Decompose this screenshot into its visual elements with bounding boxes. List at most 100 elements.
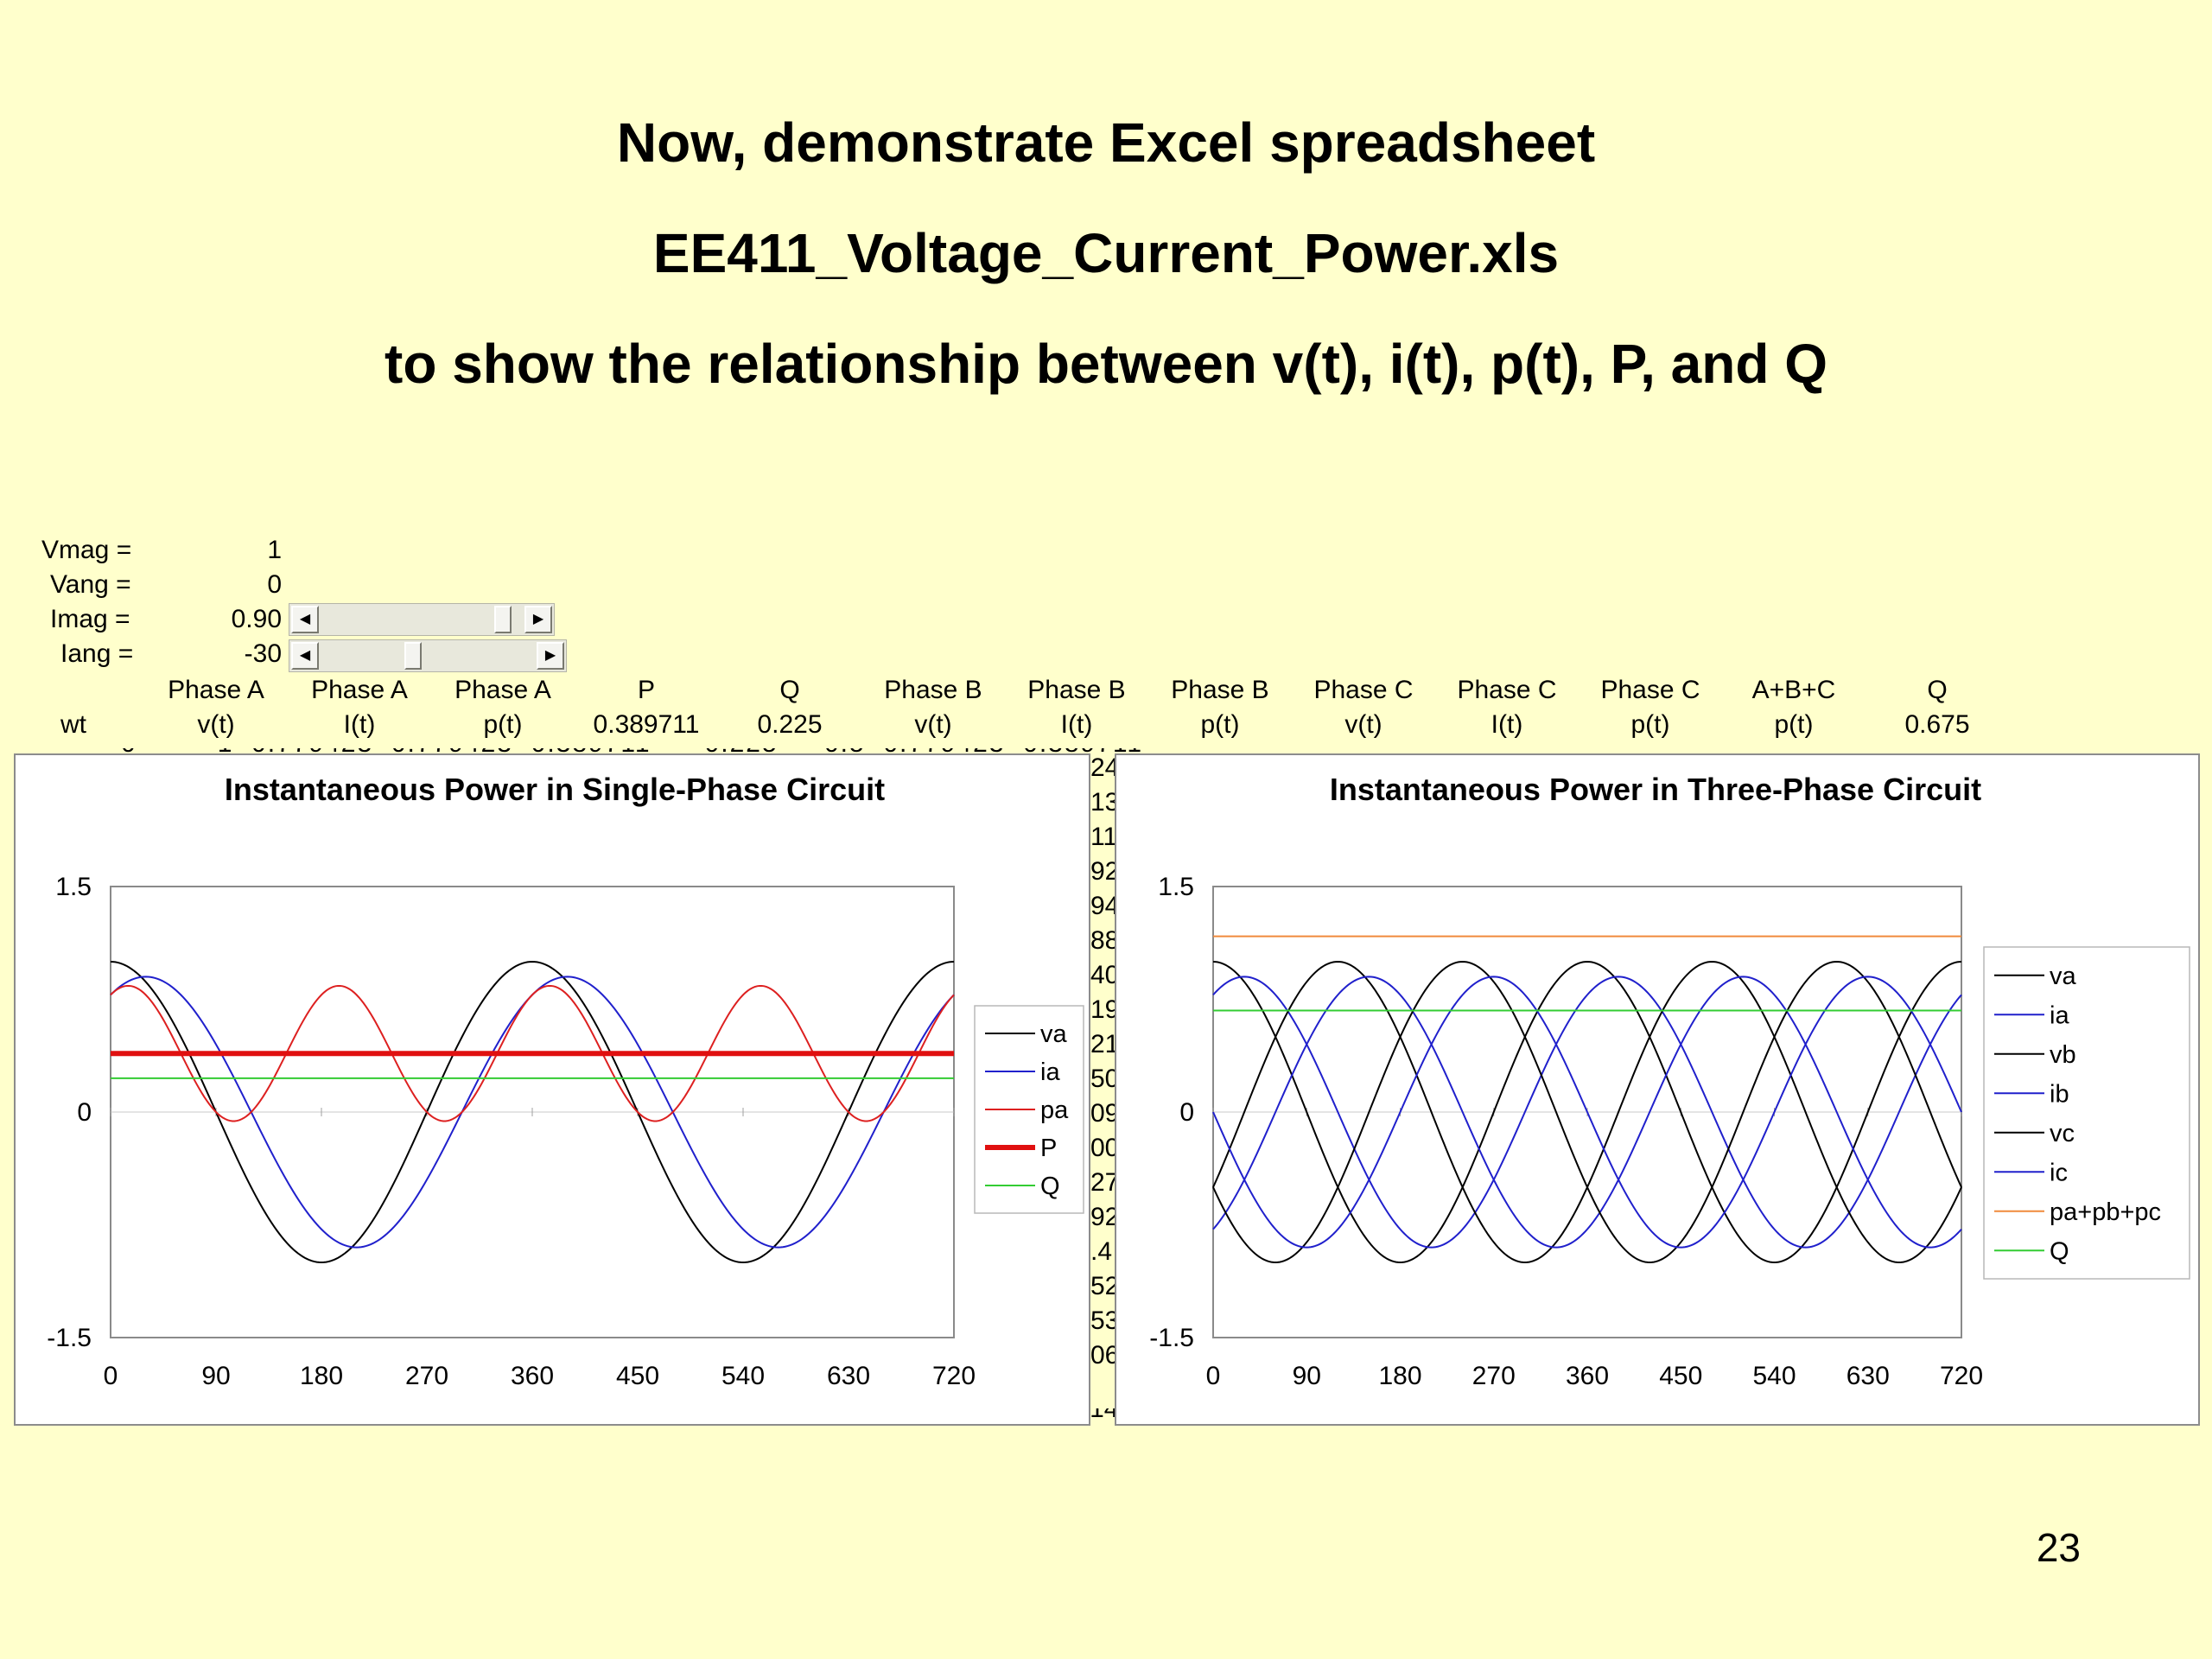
- slide-title-line-1: Now, demonstrate Excel spreadsheet: [616, 111, 1596, 174]
- table-header-cell: Phase B: [1171, 676, 1269, 704]
- chart-legend: [1983, 946, 2190, 1280]
- legend-entry: ia: [1040, 1058, 1060, 1086]
- x-tick-label: 720: [1940, 1362, 1983, 1390]
- cell-fragment: 13: [1090, 788, 1115, 817]
- table-header-cell: p(t): [483, 710, 523, 739]
- table-header-cell: v(t): [914, 710, 952, 739]
- x-tick-label: 270: [1472, 1362, 1516, 1390]
- table-header-cell: v(t): [1344, 710, 1382, 739]
- three-phase-chart[interactable]: Instantaneous Power in Three-Phase Circu…: [1115, 753, 2200, 1426]
- y-tick-label: -1.5: [47, 1324, 92, 1352]
- x-tick-label: 180: [300, 1362, 343, 1390]
- table-header-cell: Phase C: [1313, 676, 1414, 704]
- cell-fragment: 50: [1090, 1065, 1115, 1093]
- cell-fragment: 24: [1090, 753, 1115, 782]
- param-label-iang: Iang =: [60, 639, 134, 668]
- table-header-cell: I(t): [343, 710, 376, 739]
- legend-entry: va: [1040, 1020, 1068, 1048]
- imag-scroll-thumb[interactable]: [493, 606, 512, 633]
- cell-fragment: 21: [1090, 1030, 1115, 1058]
- cell-fragment: 27: [1090, 1168, 1115, 1197]
- legend-entry: pa+pb+pc: [2050, 1198, 2161, 1226]
- table-header-cell: Q: [779, 676, 800, 704]
- cell-fragment: 40: [1090, 961, 1115, 989]
- peek-row-top: 0 1 0.779423 0.779423 0.389711 0.225 -0.…: [0, 748, 2212, 755]
- param-value-iang[interactable]: -30: [244, 639, 282, 668]
- table-header-cell: p(t): [1200, 710, 1240, 739]
- legend-entry: vb: [2050, 1041, 2076, 1069]
- series-line-va: [110, 960, 955, 1264]
- legend-entry: Q: [1040, 1173, 1060, 1200]
- cell-fragment: 88: [1090, 926, 1115, 955]
- x-tick-label: 0: [104, 1362, 118, 1390]
- table-header-cell: P: [637, 676, 655, 704]
- cell-fragment: 53: [1090, 1306, 1115, 1335]
- table-header-cell: v(t): [197, 710, 235, 739]
- legend-entry: ib: [2050, 1080, 2069, 1108]
- table-header-cell: wt: [60, 710, 86, 739]
- x-tick-label: 540: [721, 1362, 765, 1390]
- imag-scroll-left-icon[interactable]: ◀: [291, 606, 319, 633]
- legend-entry: P: [1040, 1135, 1057, 1162]
- x-tick-label: 90: [201, 1362, 230, 1390]
- y-tick-label: 1.5: [55, 873, 92, 901]
- cell-fragment: 11: [1090, 823, 1115, 851]
- table-header-cell: A+B+C: [1751, 676, 1836, 704]
- table-header-cell: I(t): [1060, 710, 1093, 739]
- x-tick-label: 360: [1566, 1362, 1609, 1390]
- three-phase-chart-svg: Instantaneous Power in Three-Phase Circu…: [1149, 772, 2190, 1390]
- cell-fragment: 06: [1090, 1341, 1115, 1370]
- imag-scrollbar[interactable]: ◀ ▶: [289, 603, 555, 636]
- legend-entry: Q: [2050, 1237, 2069, 1265]
- x-tick-label: 630: [827, 1362, 870, 1390]
- legend-entry: vc: [2050, 1120, 2075, 1147]
- x-tick-label: 90: [1293, 1362, 1321, 1390]
- iang-scroll-thumb[interactable]: [404, 642, 422, 670]
- x-tick-label: 720: [932, 1362, 976, 1390]
- param-label-vmag: Vmag =: [41, 536, 132, 564]
- x-tick-label: 540: [1752, 1362, 1796, 1390]
- param-value-vang[interactable]: 0: [267, 570, 282, 599]
- series-line-ib: [1212, 976, 1962, 1249]
- table-header-cell: 0.675: [1904, 710, 1970, 739]
- cell-fragment: 09: [1090, 1099, 1115, 1128]
- table-header-cell: Phase C: [1600, 676, 1700, 704]
- iang-scroll-left-icon[interactable]: ◀: [291, 642, 319, 670]
- iang-scroll-right-icon[interactable]: ▶: [537, 642, 564, 670]
- cell-fragment: .4: [1090, 1237, 1113, 1266]
- table-header-cell: Phase A: [168, 676, 264, 704]
- imag-scroll-right-icon[interactable]: ▶: [524, 606, 552, 633]
- chart-title: Instantaneous Power in Single-Phase Circ…: [225, 772, 885, 807]
- legend-entry: va: [2050, 963, 2077, 990]
- table-header-cell: p(t): [1774, 710, 1814, 739]
- x-tick-label: 360: [511, 1362, 554, 1390]
- iang-scrollbar[interactable]: ◀ ▶: [289, 639, 567, 672]
- y-tick-label: 0: [77, 1098, 92, 1127]
- x-tick-label: 630: [1847, 1362, 1890, 1390]
- cell-fragment: 92: [1090, 857, 1115, 886]
- table-header-cell: Phase A: [454, 676, 551, 704]
- chart-title: Instantaneous Power in Three-Phase Circu…: [1330, 772, 1981, 807]
- table-header-cell: Q: [1927, 676, 1948, 704]
- cell-fragment: 19: [1090, 995, 1115, 1024]
- cell-fragment: 92: [1090, 1203, 1115, 1231]
- single-phase-chart-svg: Instantaneous Power in Single-Phase Circ…: [47, 772, 1084, 1390]
- cell-fragment: 52: [1090, 1272, 1115, 1300]
- x-tick-label: 450: [616, 1362, 659, 1390]
- slide-title-line-3: to show the relationship between v(t), i…: [385, 333, 1827, 395]
- table-header-cell: 0.389711: [593, 710, 700, 739]
- single-phase-chart[interactable]: Instantaneous Power in Single-Phase Circ…: [14, 753, 1090, 1426]
- series-line-vc: [1212, 960, 1962, 1264]
- table-header-cell: p(t): [1630, 710, 1670, 739]
- y-tick-label: 0: [1179, 1098, 1194, 1127]
- legend-entry: pa: [1040, 1096, 1069, 1124]
- series-line-ia: [1212, 976, 1962, 1249]
- table-header-cell: Phase B: [884, 676, 982, 704]
- table-header-cell: 0.225: [757, 710, 823, 739]
- param-value-vmag[interactable]: 1: [267, 536, 282, 564]
- table-header-cell: I(t): [1491, 710, 1523, 739]
- param-value-imag[interactable]: 0.90: [231, 605, 282, 633]
- x-tick-label: 0: [1206, 1362, 1221, 1390]
- cell-fragment: 00: [1090, 1134, 1115, 1162]
- table-header-cell: Phase A: [311, 676, 408, 704]
